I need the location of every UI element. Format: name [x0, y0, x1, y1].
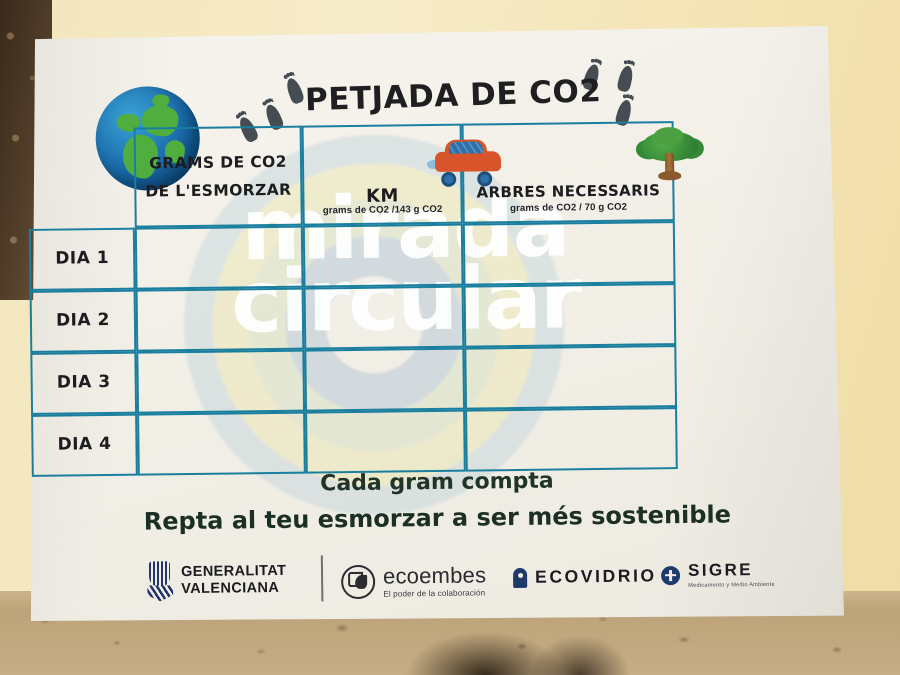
table-cell[interactable]	[465, 407, 678, 472]
generalitat-line-1: GENERALITAT	[180, 563, 287, 581]
table-cell[interactable]	[136, 349, 306, 414]
header-grams-line2: DE L'ESMORZAR	[145, 180, 292, 201]
table-cell[interactable]	[135, 287, 305, 352]
tree-icon	[634, 126, 707, 184]
logo-divider	[320, 555, 323, 602]
logo-ecoembes: ecoembes El poder de la colaboración	[340, 561, 487, 600]
ecoembes-tagline: El poder de la colaboración	[383, 587, 486, 599]
table-header-cell-grams	[133, 125, 303, 228]
row-label-dia-4: DIA 4	[57, 433, 112, 455]
logo-generalitat-valenciana: GENERALITAT VALENCIANA	[147, 560, 287, 602]
logo-ecovidrio: ECOVIDRIO	[512, 565, 657, 588]
generalitat-crest-icon	[147, 561, 173, 601]
table-cell[interactable]	[303, 285, 465, 350]
poster-content: mirada circular PETJADA DE CO2	[22, 21, 847, 626]
ecoembes-name: ecoembes	[382, 561, 487, 589]
row-label-dia-1: DIA 1	[55, 247, 110, 269]
table-cell[interactable]	[302, 223, 464, 288]
table-cell[interactable]	[134, 225, 304, 290]
ecovidrio-name: ECOVIDRIO	[534, 565, 657, 587]
sigre-name: SIGRE	[687, 560, 754, 580]
logo-sigre: SIGRE Medicamento y Medio Ambiente	[660, 560, 775, 589]
table-cell[interactable]	[464, 345, 678, 410]
row-label-dia-2: DIA 2	[55, 309, 110, 331]
table-cell[interactable]	[463, 283, 677, 348]
sigre-tagline: Medicamento y Medio Ambiente	[688, 581, 775, 589]
row-label-dia-3: DIA 3	[56, 371, 111, 393]
table-cell[interactable]	[304, 347, 466, 412]
car-icon	[427, 137, 508, 187]
ecoembes-mark-icon	[340, 564, 376, 600]
table-cell[interactable]	[137, 411, 306, 476]
header-km-sub: grams de CO2 /143 g CO2	[322, 203, 443, 217]
generalitat-line-2: VALENCIANA	[181, 579, 280, 598]
footer-logos: GENERALITAT VALENCIANA ecoembes El poder…	[29, 547, 848, 617]
table-cell[interactable]	[305, 409, 466, 474]
table-cell[interactable]	[462, 221, 676, 286]
sigre-mark-icon	[660, 565, 681, 585]
ecovidrio-mark-icon	[512, 567, 528, 588]
header-grams-line1: GRAMS DE CO2	[149, 152, 287, 173]
